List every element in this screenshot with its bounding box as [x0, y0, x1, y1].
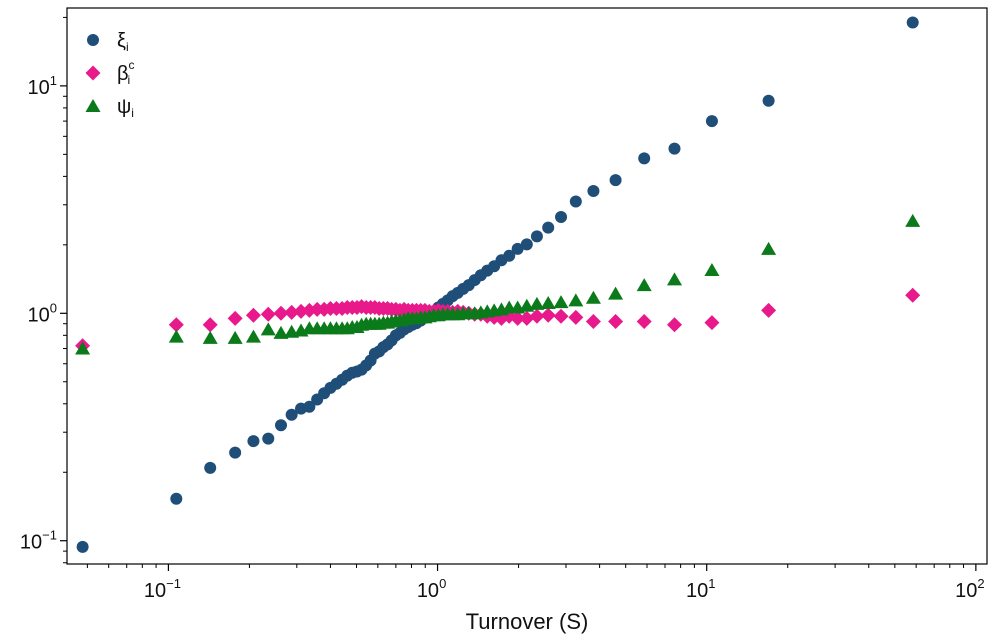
- point-triangle: [608, 286, 624, 300]
- point-circle: [76, 540, 89, 553]
- legend-entry: ξi: [87, 30, 129, 54]
- point-triangle: [704, 263, 720, 277]
- point-triangle: [553, 295, 569, 309]
- legend-marker-triangle: [85, 99, 101, 112]
- point-circle: [229, 446, 242, 459]
- point-diamond: [519, 310, 535, 326]
- plot-frame: [66, 7, 988, 565]
- legend-label: βc i: [117, 58, 135, 87]
- point-triangle: [260, 322, 276, 336]
- point-triangle: [168, 329, 184, 343]
- point-diamond: [510, 310, 526, 326]
- point-circle: [530, 230, 543, 243]
- legend-marker-circle: [87, 34, 99, 46]
- point-triangle: [568, 293, 584, 307]
- point-circle: [705, 115, 718, 128]
- point-diamond: [568, 309, 584, 325]
- point-circle: [542, 221, 555, 234]
- point-circle: [587, 184, 600, 197]
- point-diamond: [540, 307, 556, 323]
- legend-label: ξi: [117, 30, 129, 54]
- data-marks: [75, 16, 921, 553]
- point-triangle: [636, 278, 652, 292]
- point-diamond: [273, 305, 289, 321]
- point-circle: [569, 195, 582, 208]
- point-diamond: [585, 314, 601, 330]
- point-circle: [609, 174, 622, 187]
- point-diamond: [529, 308, 545, 324]
- point-circle: [274, 419, 287, 432]
- point-triangle: [529, 296, 545, 310]
- point-diamond: [227, 310, 243, 326]
- point-circle: [638, 152, 651, 165]
- y-tick-label: 100: [28, 300, 57, 326]
- point-circle: [285, 408, 298, 421]
- point-circle: [762, 94, 775, 107]
- point-triangle: [585, 290, 601, 304]
- point-triangle: [667, 272, 683, 286]
- point-diamond: [667, 317, 683, 333]
- point-circle: [668, 142, 681, 155]
- point-triangle: [245, 329, 261, 343]
- point-circle: [262, 432, 275, 445]
- point-triangle: [761, 241, 777, 255]
- point-circle: [511, 242, 524, 255]
- legend-label: ψi: [117, 96, 134, 120]
- series-triangle: [75, 213, 921, 355]
- point-circle: [503, 249, 516, 262]
- x-axis-title: Turnover (S): [466, 609, 589, 634]
- point-diamond: [202, 317, 218, 333]
- point-diamond: [284, 304, 300, 320]
- point-diamond: [245, 307, 261, 323]
- point-diamond: [260, 306, 276, 322]
- point-triangle: [273, 325, 289, 339]
- point-circle: [303, 400, 316, 413]
- point-circle: [204, 461, 217, 474]
- point-diamond: [704, 315, 720, 331]
- point-circle: [520, 238, 533, 251]
- point-triangle: [202, 330, 218, 344]
- point-circle: [170, 492, 183, 505]
- point-diamond: [168, 317, 184, 333]
- point-circle: [247, 435, 260, 448]
- point-diamond: [761, 302, 777, 318]
- legend-marker-diamond: [85, 65, 101, 81]
- legend: ξi βc i ψi: [85, 30, 135, 120]
- point-diamond: [553, 308, 569, 324]
- legend-entry: ψi: [85, 96, 134, 120]
- point-circle: [555, 211, 568, 224]
- point-triangle: [905, 213, 921, 227]
- point-triangle: [75, 341, 91, 355]
- legend-entry: βc i: [85, 58, 135, 87]
- point-diamond: [905, 287, 921, 303]
- point-triangle: [227, 330, 243, 344]
- point-diamond: [608, 314, 624, 330]
- point-diamond: [636, 314, 652, 330]
- point-triangle: [540, 295, 556, 309]
- point-circle: [906, 16, 919, 29]
